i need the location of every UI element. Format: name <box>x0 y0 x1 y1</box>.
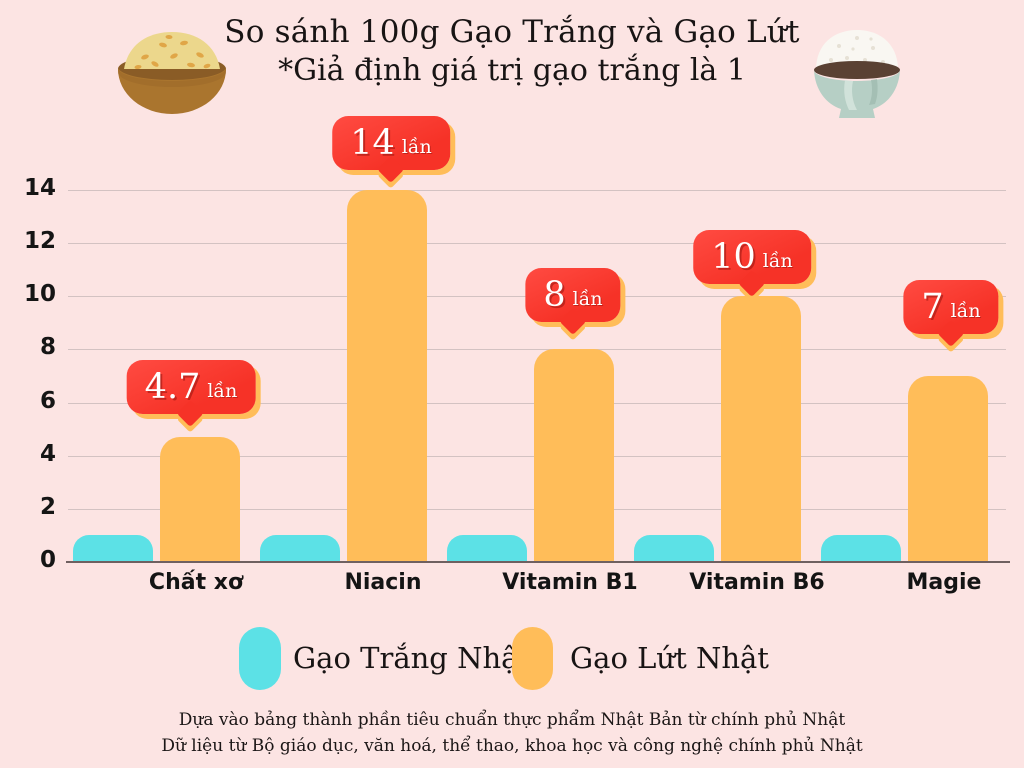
bar-g-o-tr-ng-nh-t-vitamin-b1 <box>447 535 527 562</box>
value-badge-ch-t-x-: 4.7 lần <box>126 360 256 414</box>
x-label-magie: Magie <box>906 570 982 595</box>
legend-label-white-rice: Gạo Trắng Nhật <box>293 641 531 675</box>
badge-value: 10 <box>711 237 756 277</box>
badge-suffix: lần <box>207 380 238 402</box>
value-badge-vitamin-b1: 8 lần <box>525 268 621 322</box>
legend-label-brown-rice: Gạo Lứt Nhật <box>570 641 769 675</box>
y-tick-6: 6 <box>39 387 56 414</box>
bar-g-o-l-t-nh-t-vitamin-b6 <box>721 296 801 562</box>
badge-value: 4.7 <box>144 367 201 407</box>
bar-g-o-tr-ng-nh-t-magie <box>821 535 901 562</box>
gridline-12 <box>68 243 1006 245</box>
x-label-niacin: Niacin <box>344 570 422 595</box>
bar-g-o-l-t-nh-t-magie <box>908 376 988 562</box>
badge-value: 7 <box>921 287 944 327</box>
source-note: Dựa vào bảng thành phần tiêu chuẩn thực … <box>0 707 1024 759</box>
bar-g-o-tr-ng-nh-t-vitamin-b6 <box>634 535 714 562</box>
chart-title: So sánh 100g Gạo Trắng và Gạo Lứt <box>224 14 800 50</box>
y-tick-14: 14 <box>23 175 56 201</box>
badge-suffix: lần <box>950 300 981 322</box>
value-badge-niacin: 14 lần <box>332 116 450 170</box>
bar-g-o-l-t-nh-t-niacin <box>347 190 427 562</box>
x-label-vitamin-b1: Vitamin B1 <box>502 570 638 595</box>
bar-g-o-l-t-nh-t-ch-t-x- <box>160 437 240 562</box>
badge-value: 8 <box>543 275 566 315</box>
value-badge-vitamin-b6: 10 lần <box>693 230 811 284</box>
legend-swatch-white-rice <box>239 627 281 690</box>
gridline-8 <box>68 349 1006 351</box>
brown-rice-bowl-icon <box>118 32 226 114</box>
white-rice-bowl-icon <box>814 30 900 118</box>
gridline-14 <box>68 190 1006 191</box>
badge-bubble: 14 lần <box>332 116 450 170</box>
badge-bubble: 4.7 lần <box>126 360 256 414</box>
badge-bubble: 8 lần <box>525 268 621 322</box>
x-label-ch-t-x-: Chất xơ <box>148 570 244 595</box>
badge-bubble: 7 lần <box>903 280 999 334</box>
source-line-2: Dữ liệu từ Bộ giáo dục, văn hoá, thể tha… <box>161 736 863 756</box>
y-tick-12: 12 <box>23 228 56 255</box>
y-tick-8: 8 <box>39 334 56 361</box>
x-label-vitamin-b6: Vitamin B6 <box>689 570 825 595</box>
badge-suffix: lần <box>401 136 432 158</box>
y-tick-10: 10 <box>23 281 56 308</box>
value-badge-magie: 7 lần <box>903 280 999 334</box>
bar-g-o-tr-ng-nh-t-ch-t-x- <box>73 535 153 562</box>
badge-value: 14 <box>350 123 395 163</box>
badge-bubble: 10 lần <box>693 230 811 284</box>
badge-suffix: lần <box>572 288 603 310</box>
badge-suffix: lần <box>762 250 793 272</box>
bar-g-o-l-t-nh-t-vitamin-b1 <box>534 349 614 562</box>
y-tick-4: 4 <box>39 440 56 467</box>
legend-swatch-brown-rice <box>512 627 553 690</box>
chart-subtitle: *Giả định giá trị gạo trắng là 1 <box>278 53 746 88</box>
y-tick-0: 0 <box>39 547 56 573</box>
x-axis-line <box>66 561 1010 563</box>
y-tick-2: 2 <box>39 493 56 520</box>
chart-header: So sánh 100g Gạo Trắng và Gạo Lứt *Giả đ… <box>0 12 1024 90</box>
bar-g-o-tr-ng-nh-t-niacin <box>260 535 340 562</box>
source-line-1: Dựa vào bảng thành phần tiêu chuẩn thực … <box>178 710 846 730</box>
